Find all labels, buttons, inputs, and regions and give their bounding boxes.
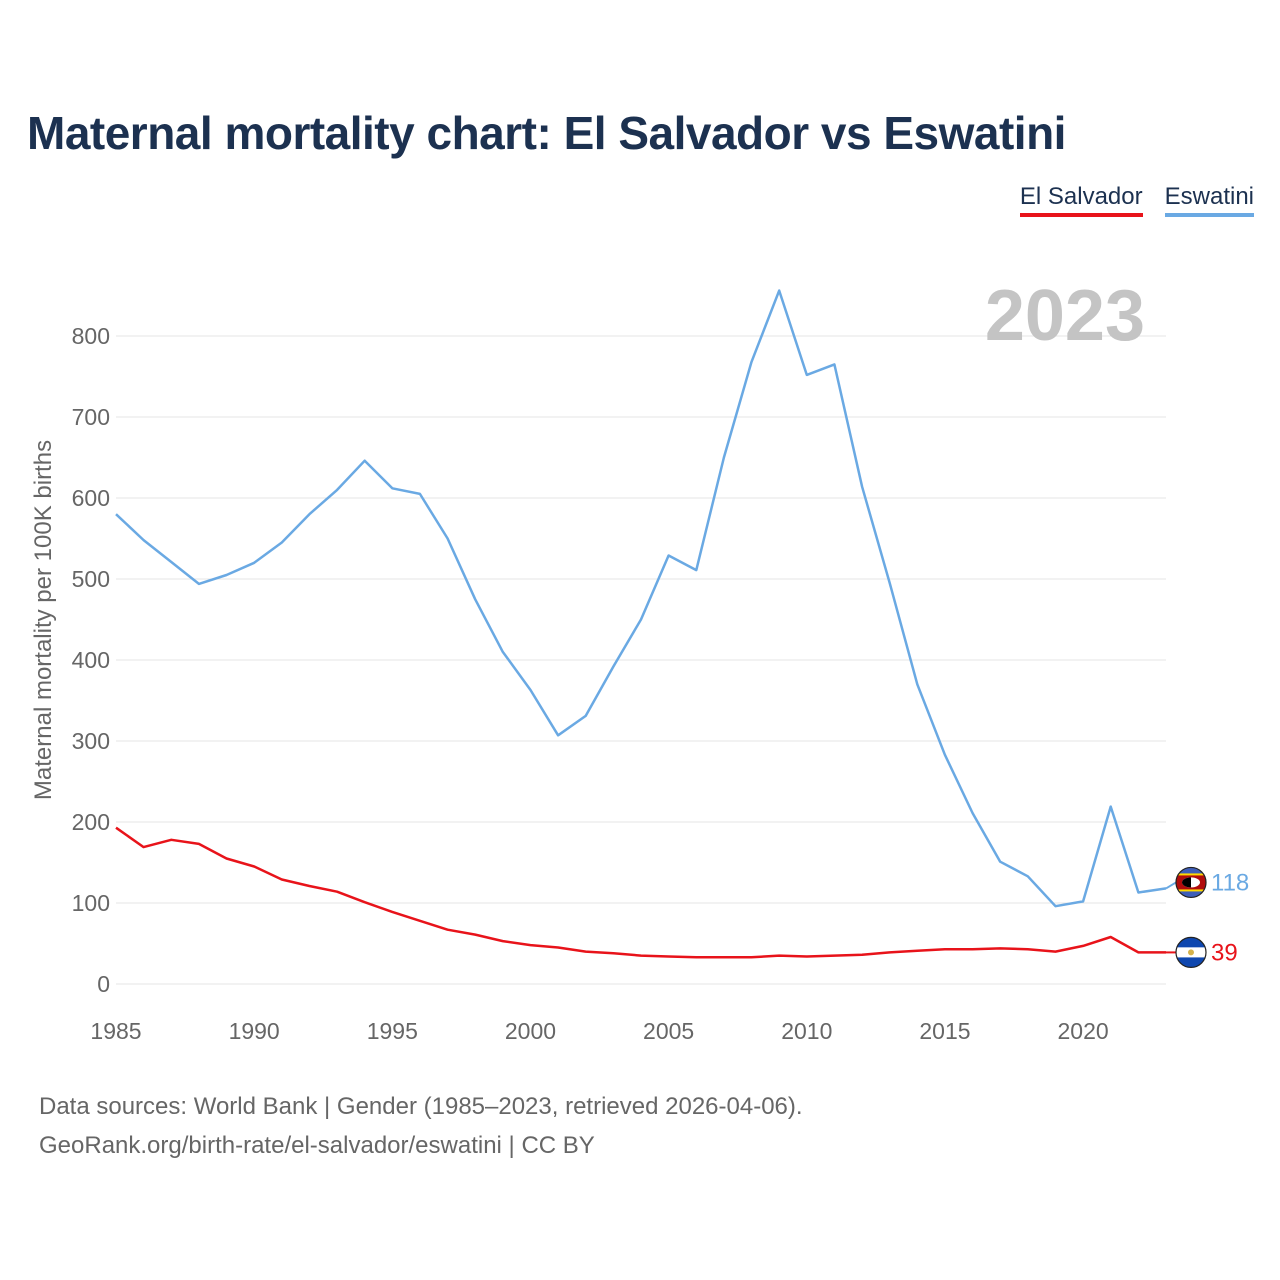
year-watermark: 2023 [985, 276, 1145, 356]
end-markers: 39 118 [1165, 866, 1249, 969]
end-value-label: 39 [1211, 939, 1238, 966]
x-tick-label: 2015 [919, 1018, 970, 1044]
legend: El Salvador Eswatini [1019, 183, 1254, 217]
series-lines [115, 289, 1167, 959]
series-line-eswatini[interactable] [115, 289, 1167, 908]
y-tick-label: 200 [72, 809, 110, 835]
leader-line [1165, 881, 1177, 890]
y-axis-label: Maternal mortality per 100K births [30, 440, 57, 800]
grid-lines [116, 335, 1166, 985]
x-tick-label: 2005 [643, 1018, 694, 1044]
y-tick-label: 800 [72, 323, 110, 349]
y-tick-label: 300 [72, 728, 110, 754]
x-tick-label: 1995 [367, 1018, 418, 1044]
y-tick-label: 100 [72, 890, 110, 916]
chart-title: Maternal mortality chart: El Salvador vs… [27, 107, 1066, 159]
series-line-el-salvador[interactable] [115, 826, 1166, 959]
x-tick-label: 2000 [505, 1018, 556, 1044]
eswatini-flag-icon [1175, 866, 1207, 899]
x-tick-label: 1985 [90, 1018, 141, 1044]
data-source-note: Data sources: World Bank | Gender (1985–… [39, 1093, 803, 1120]
legend-item-eswatini[interactable]: Eswatini [1164, 183, 1254, 217]
end-value-label: 118 [1211, 869, 1249, 896]
y-tick-label: 500 [72, 566, 110, 592]
x-tick-label: 2010 [781, 1018, 832, 1044]
y-tick-label: 400 [72, 647, 110, 673]
legend-item-el-salvador[interactable]: El Salvador [1019, 183, 1143, 217]
source-url[interactable]: GeoRank.org/birth-rate/el-salvador/eswat… [39, 1132, 595, 1159]
y-tick-label: 600 [72, 485, 110, 511]
x-axis-ticks: 1985 1990 1995 2000 2005 2010 2015 2020 [90, 1018, 1108, 1044]
y-axis-ticks: 0 100 200 300 400 500 600 700 800 [72, 323, 110, 997]
el-salvador-flag-icon [1175, 936, 1207, 969]
x-tick-label: 2020 [1058, 1018, 1109, 1044]
x-tick-label: 1990 [229, 1018, 280, 1044]
y-tick-label: 0 [97, 971, 110, 997]
footer: Data sources: World Bank | Gender (1985–… [39, 1087, 803, 1165]
y-tick-label: 700 [72, 404, 110, 430]
